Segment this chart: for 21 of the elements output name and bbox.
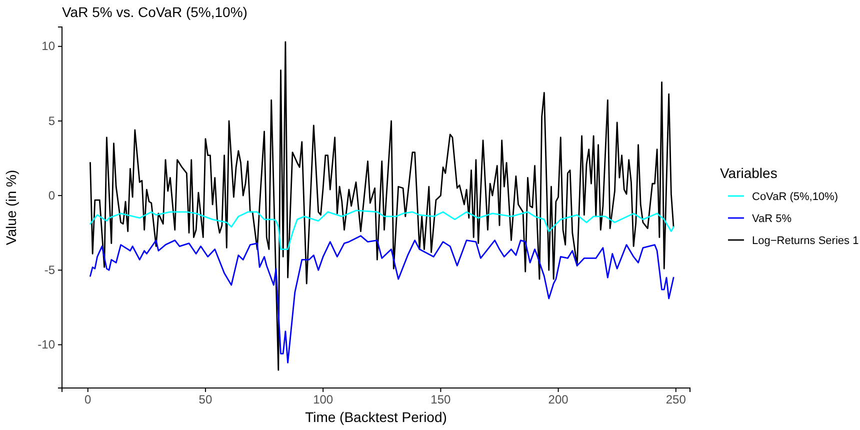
x-tick-label: 50 <box>198 392 212 407</box>
x-tick-label: 150 <box>430 392 452 407</box>
y-tick-label: 10 <box>42 39 56 54</box>
line-series <box>90 210 674 250</box>
x-axis-title: Time (Backtest Period) <box>305 409 447 425</box>
x-tick-label: 100 <box>313 392 334 407</box>
legend-label: CoVaR (5%,10%) <box>752 191 838 203</box>
x-tick-label: 250 <box>666 392 686 407</box>
line-series <box>90 235 674 364</box>
chart-title: VaR 5% vs. CoVaR (5%,10%) <box>62 4 248 20</box>
y-tick-label: -10 <box>38 338 56 352</box>
y-tick-label: -5 <box>44 262 56 277</box>
y-tick-label: 0 <box>48 188 56 202</box>
legend-title: Variables <box>720 165 778 181</box>
legend-label: Log−Returns Series 1 <box>752 235 859 247</box>
legend-label: VaR 5% <box>752 213 792 225</box>
y-tick-label: 5 <box>48 114 56 128</box>
x-tick-label: 200 <box>548 392 569 407</box>
y-axis-title: Value (in %) <box>3 170 19 246</box>
x-tick-label: 0 <box>84 392 92 407</box>
line-series <box>90 41 674 371</box>
